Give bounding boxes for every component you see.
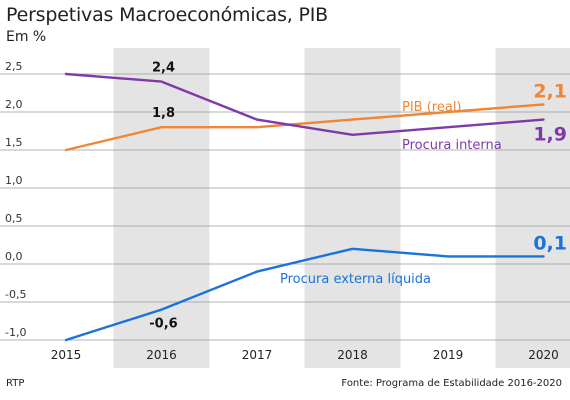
y-tick-label: 1,0: [5, 174, 23, 187]
y-tick-label: 2,0: [5, 98, 23, 111]
series-end-label: 2,1: [533, 80, 567, 102]
y-tick-label: 0,5: [5, 212, 23, 225]
y-axis-ticks: 2,5 2,0 1,5 1,0 0,5 0,0 -0,5 -1,0: [5, 60, 26, 339]
series-end-label: 1,9: [533, 124, 567, 146]
x-tick-label: 2020: [528, 348, 559, 362]
series-line: [64, 247, 545, 342]
series-name-label: Procura interna: [402, 138, 502, 153]
series-lines: [64, 72, 545, 342]
shaded-band-2016: [113, 48, 210, 368]
y-tick-label: 2,5: [5, 60, 23, 73]
y-tick-label: -0,5: [5, 288, 26, 301]
y-tick-label: 0,0: [5, 250, 23, 263]
chart-title: Perspetivas Macroeconómicas, PIB: [6, 4, 328, 26]
y-tick-label: 1,5: [5, 136, 23, 149]
source-text: Fonte: Programa de Estabilidade 2016-202…: [341, 378, 562, 389]
x-tick-label: 2016: [146, 348, 177, 362]
series-name-label: Procura externa líquida: [280, 272, 431, 287]
x-tick-label: 2017: [242, 348, 273, 362]
shaded-year-bands: [113, 48, 570, 368]
series-line: [64, 103, 545, 152]
x-tick-label: 2015: [51, 348, 82, 362]
series-line: [64, 72, 545, 137]
grid-lines: [0, 73, 570, 341]
point-value-label: 2,4: [152, 61, 175, 76]
point-value-label: -0,6: [149, 317, 177, 332]
shaded-band-2018: [304, 48, 401, 368]
x-tick-label: 2018: [337, 348, 368, 362]
series-name-label: PIB (real): [402, 100, 462, 115]
shaded-band-2020: [495, 48, 570, 368]
data-labels: PIB (real) Procura interna Procura externa…: [149, 61, 567, 332]
x-axis-ticks: 2015 2016 2017 2018 2019 2020: [51, 348, 559, 362]
point-value-label: 1,8: [152, 106, 175, 121]
credit-text: RTP: [6, 378, 25, 389]
series-end-label: 0,1: [533, 232, 567, 254]
chart-subtitle: Em %: [6, 29, 47, 45]
x-tick-label: 2019: [433, 348, 464, 362]
y-tick-label: -1,0: [5, 326, 26, 339]
